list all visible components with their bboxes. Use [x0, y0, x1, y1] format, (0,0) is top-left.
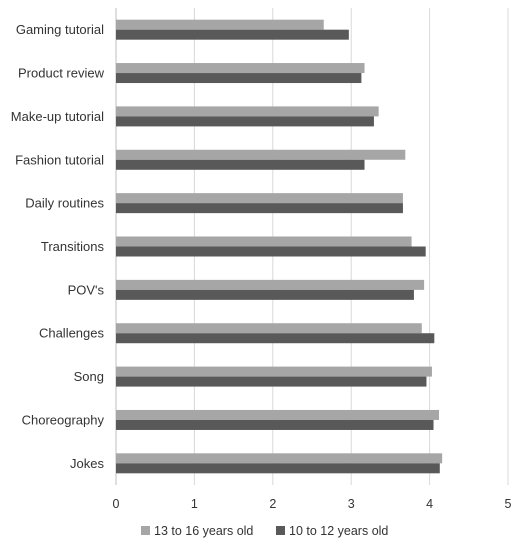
- category-label: Transitions: [41, 239, 105, 254]
- x-tick-labels: 0 1 2 3 4 5: [113, 497, 512, 511]
- category-label: POV's: [68, 282, 105, 297]
- bar-10-12-8: [116, 376, 427, 387]
- bar-10-12-1: [116, 73, 362, 84]
- bar-13-16-0: [116, 19, 324, 30]
- x-tick-label: 4: [426, 497, 433, 511]
- bar-10-12-10: [116, 463, 440, 474]
- bar-10-12-5: [116, 246, 426, 257]
- bar-13-16-7: [116, 323, 422, 334]
- bar-10-12-3: [116, 159, 365, 170]
- bar-10-12-9: [116, 419, 434, 430]
- category-label: Jokes: [70, 456, 104, 471]
- x-tick-label: 3: [348, 497, 355, 511]
- category-label: Daily routines: [25, 196, 104, 211]
- bar-13-16-4: [116, 193, 403, 204]
- bar-13-16-2: [116, 106, 379, 117]
- bar-10-12-7: [116, 333, 435, 344]
- category-label: Gaming tutorial: [16, 22, 104, 37]
- bar-13-16-10: [116, 453, 443, 464]
- bar-13-16-9: [116, 409, 440, 420]
- legend-label-series-1: 13 to 16 years old: [154, 524, 253, 538]
- x-tick-label: 1: [191, 497, 198, 511]
- category-label: Make-up tutorial: [11, 109, 104, 124]
- category-label: Challenges: [39, 326, 105, 341]
- legend-swatch-series-1: [141, 526, 150, 535]
- category-label: Song: [74, 369, 104, 384]
- bar-10-12-2: [116, 116, 374, 127]
- bar-10-12-4: [116, 203, 403, 214]
- bar-13-16-5: [116, 236, 412, 247]
- category-label: Fashion tutorial: [15, 152, 104, 167]
- bar-13-16-8: [116, 366, 432, 377]
- legend: 13 to 16 years old 10 to 12 years old: [141, 524, 388, 538]
- bar-10-12-6: [116, 289, 414, 300]
- bar-13-16-3: [116, 149, 406, 160]
- category-label: Product review: [18, 66, 105, 81]
- bar-13-16-1: [116, 63, 365, 74]
- bars: [116, 19, 443, 474]
- bar-10-12-0: [116, 29, 349, 40]
- legend-label-series-2: 10 to 12 years old: [289, 524, 388, 538]
- x-tick-label: 0: [113, 497, 120, 511]
- bar-13-16-6: [116, 279, 425, 290]
- category-labels: Gaming tutorial Product review Make-up tut…: [11, 22, 105, 471]
- x-tick-label: 5: [505, 497, 512, 511]
- legend-swatch-series-2: [276, 526, 285, 535]
- category-label: Choreography: [22, 412, 105, 427]
- x-tick-label: 2: [269, 497, 276, 511]
